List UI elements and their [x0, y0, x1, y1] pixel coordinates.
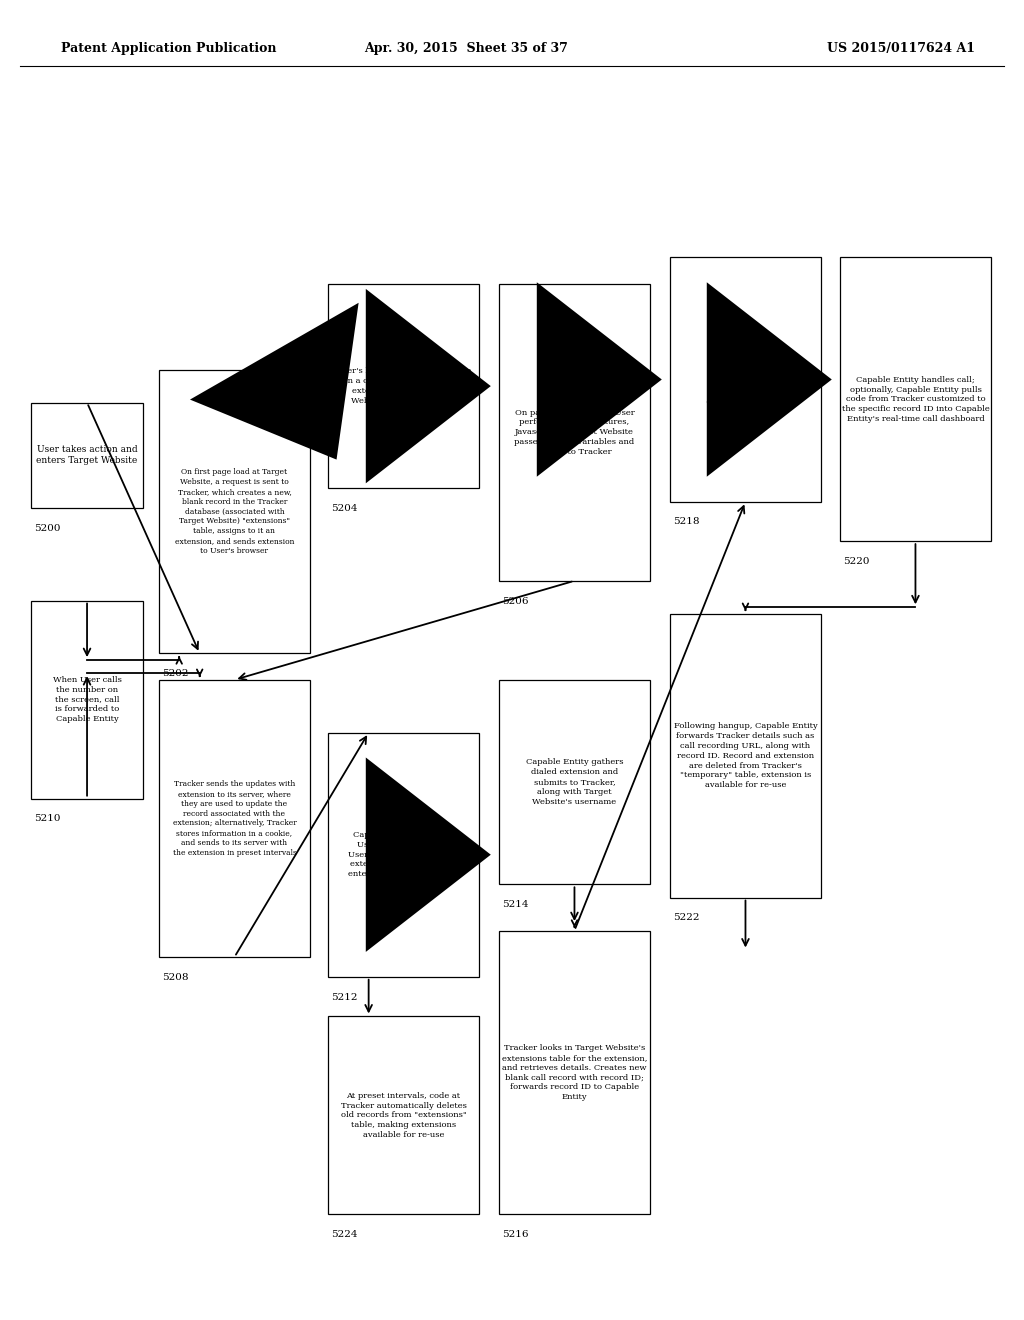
Text: 5220: 5220 [843, 557, 869, 566]
FancyBboxPatch shape [159, 680, 310, 957]
Text: At preset intervals, code at
Tracker automatically deletes
old records from "ext: At preset intervals, code at Tracker aut… [341, 1092, 466, 1139]
Text: 5214: 5214 [502, 900, 528, 909]
Text: 5202: 5202 [162, 669, 188, 678]
FancyBboxPatch shape [159, 370, 310, 653]
Text: Capable Entity gathers
dialed extension and
submits to Tracker,
along with Targe: Capable Entity gathers dialed extension … [525, 759, 624, 805]
Text: 5204: 5204 [331, 504, 357, 513]
FancyBboxPatch shape [31, 601, 143, 799]
Text: 5200: 5200 [34, 524, 60, 533]
Text: On first page load at Target
Website, a request is sent to
Tracker, which create: On first page load at Target Website, a … [175, 469, 294, 554]
Text: Patent Application Publication: Patent Application Publication [61, 42, 276, 55]
Text: US 2015/0117624 A1: US 2015/0117624 A1 [827, 42, 975, 55]
Text: On pageload and when User
performs mouse gestures,
Javascript in Target Website
: On pageload and when User performs mouse… [514, 409, 635, 455]
FancyBboxPatch shape [328, 284, 479, 488]
FancyBboxPatch shape [328, 733, 479, 977]
FancyBboxPatch shape [499, 284, 650, 581]
Text: 5208: 5208 [162, 973, 188, 982]
Text: User's browser stores extension
in a cookie and displays the
extension next to T: User's browser stores extension in a coo… [336, 367, 471, 405]
FancyBboxPatch shape [328, 1016, 479, 1214]
Text: Following hangup, Capable Entity
forwards Tracker details such as
call recording: Following hangup, Capable Entity forward… [674, 722, 817, 789]
FancyBboxPatch shape [31, 403, 143, 508]
FancyBboxPatch shape [670, 614, 821, 898]
Text: Tracker updates
record with
User's custom
information value
(retrieved from
"ext: Tracker updates record with User's custo… [706, 351, 785, 408]
FancyBboxPatch shape [499, 680, 650, 884]
Text: 5216: 5216 [502, 1230, 528, 1239]
Text: Tracker looks in Target Website's
extensions table for the extension,
and retrie: Tracker looks in Target Website's extens… [502, 1044, 647, 1101]
Text: User takes action and
enters Target Website: User takes action and enters Target Webs… [37, 445, 137, 466]
Text: Apr. 30, 2015  Sheet 35 of 37: Apr. 30, 2015 Sheet 35 of 37 [364, 42, 568, 55]
FancyBboxPatch shape [840, 257, 991, 541]
FancyBboxPatch shape [499, 931, 650, 1214]
Text: Capable Entity prompts
User for an extension.
User hears "if you have an
extensi: Capable Entity prompts User for an exten… [347, 832, 460, 878]
Text: 5206: 5206 [502, 597, 528, 606]
Text: When User calls
the number on
the screen, call
is forwarded to
Capable Entity: When User calls the number on the screen… [52, 676, 122, 723]
Text: Tracker sends the updates with
extension to its server, where
they are used to u: Tracker sends the updates with extension… [173, 780, 296, 857]
Text: 5212: 5212 [331, 993, 357, 1002]
Text: 5210: 5210 [34, 814, 60, 824]
Text: FIG. 35: FIG. 35 [165, 756, 245, 775]
Text: 5218: 5218 [673, 517, 699, 527]
Text: 5222: 5222 [673, 913, 699, 923]
FancyBboxPatch shape [670, 257, 821, 502]
Text: 5224: 5224 [331, 1230, 357, 1239]
Text: Capable Entity handles call;
optionally, Capable Entity pulls
code from Tracker : Capable Entity handles call; optionally,… [842, 376, 989, 422]
